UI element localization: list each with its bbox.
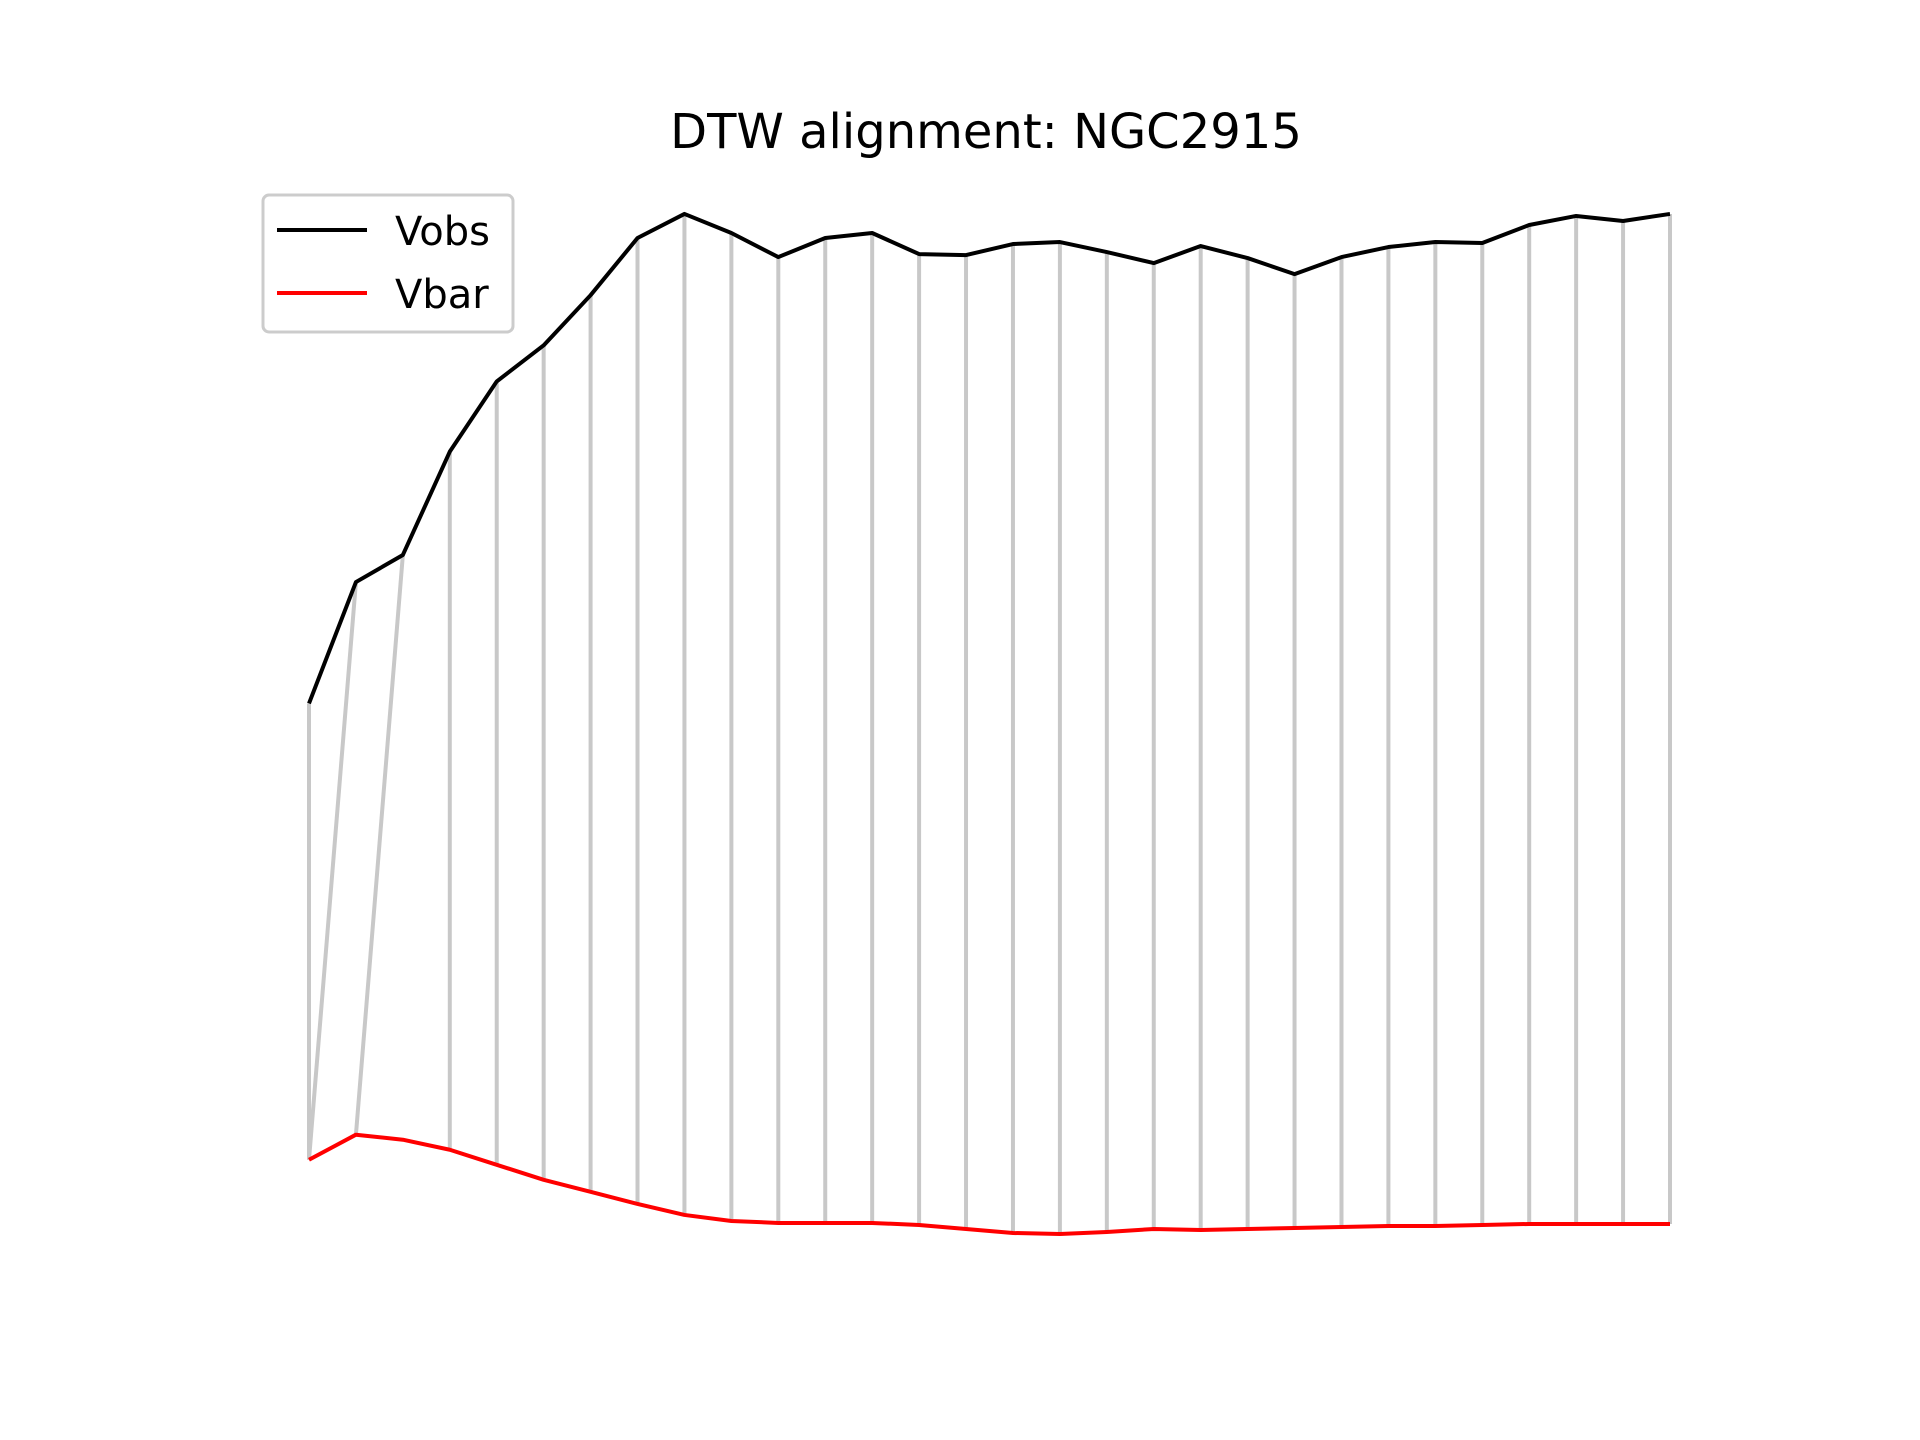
legend: Vobs Vbar bbox=[261, 193, 515, 334]
series-line-vbar bbox=[308, 1132, 1670, 1236]
series-line-vobs bbox=[307, 211, 1671, 705]
legend-label-vobs: Vobs bbox=[395, 209, 490, 255]
alignment-line bbox=[307, 581, 358, 1160]
alignment-line bbox=[353, 554, 405, 1135]
chart-title: DTW alignment: NGC2915 bbox=[670, 104, 1302, 160]
series-lines bbox=[307, 211, 1671, 1236]
alignment-lines bbox=[307, 213, 1672, 1234]
legend-label-vbar: Vbar bbox=[395, 272, 489, 318]
